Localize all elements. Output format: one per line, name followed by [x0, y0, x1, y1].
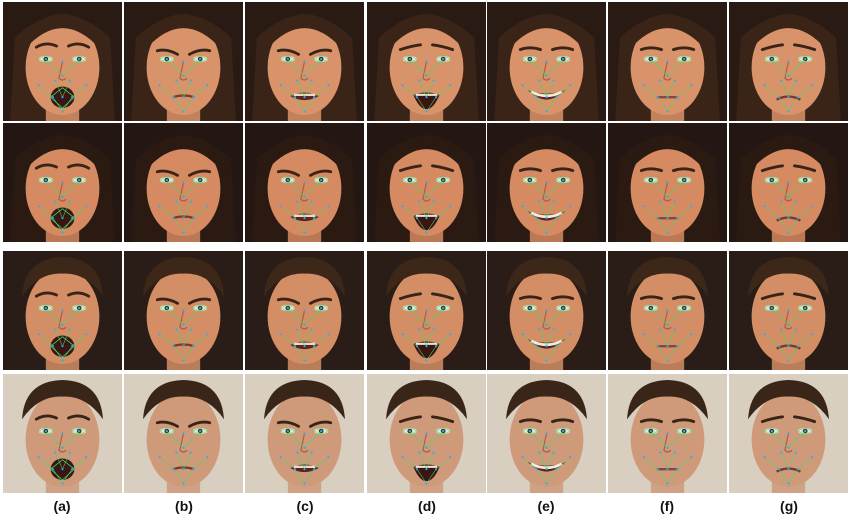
face-woman-1-fear [367, 2, 486, 121]
face-man-2-sad [729, 374, 848, 493]
face-woman-1-smile [487, 2, 606, 121]
face-man-1-fear [367, 251, 486, 370]
face-man-2-smile [487, 374, 606, 493]
column-labels: (a) (b) (c) (d) (e) (f) (g) [0, 495, 850, 519]
face-woman-1-disgust [245, 2, 364, 121]
column-label-d: (d) [418, 498, 436, 514]
face-woman-2-disgust [245, 123, 364, 242]
face-man-1-disgust [245, 251, 364, 370]
column-label-a: (a) [53, 498, 71, 514]
face-woman-1-open-mouth [3, 2, 122, 121]
face-man-1-open-mouth [3, 251, 122, 370]
face-woman-2-fear [367, 123, 486, 242]
face-man-2-frown [124, 374, 243, 493]
face-woman-2-sad [729, 123, 848, 242]
face-man-1-smile [487, 251, 606, 370]
column-label-b: (b) [175, 498, 193, 514]
face-woman-2-open-mouth [3, 123, 122, 242]
face-woman-1-frown [124, 2, 243, 121]
face-woman-2-neutral [608, 123, 727, 242]
face-man-1-frown [124, 251, 243, 370]
column-label-e: (e) [537, 498, 555, 514]
column-label-f: (f) [660, 498, 674, 514]
face-man-2-disgust [245, 374, 364, 493]
face-man-1-sad [729, 251, 848, 370]
face-man-2-neutral [608, 374, 727, 493]
face-grid [3, 2, 848, 493]
face-man-2-open-mouth [3, 374, 122, 493]
face-man-2-fear [367, 374, 486, 493]
face-man-1-neutral [608, 251, 727, 370]
face-woman-1-neutral [608, 2, 727, 121]
column-label-c: (c) [296, 498, 314, 514]
face-woman-2-frown [124, 123, 243, 242]
column-label-g: (g) [780, 498, 798, 514]
face-woman-1-sad [729, 2, 848, 121]
face-woman-2-smile [487, 123, 606, 242]
